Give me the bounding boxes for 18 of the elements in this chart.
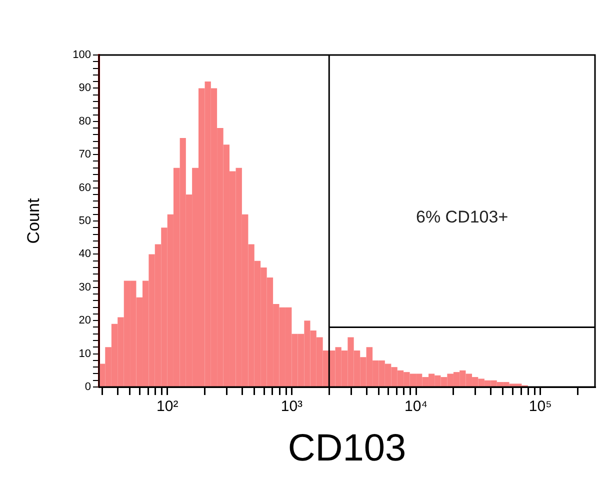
x-tick-label: 10² — [156, 398, 178, 416]
y-tick-label: 80 — [78, 115, 91, 128]
x-tick-label: 10⁵ — [528, 398, 552, 416]
y-tick-label: 90 — [78, 82, 91, 94]
y-axis-title: Count — [24, 198, 43, 244]
x-axis-title: CD103 — [288, 428, 406, 470]
y-tick-label: 20 — [78, 314, 91, 327]
y-tick-label: 30 — [78, 281, 91, 294]
y-tick-label: 10 — [78, 348, 91, 360]
annotation: 6% CD103+ — [416, 207, 508, 226]
y-tick-label: 0 — [84, 381, 91, 394]
y-tick-label: 60 — [78, 182, 91, 194]
y-tick-label: 70 — [78, 148, 91, 161]
x-tick-label: 10³ — [280, 398, 303, 416]
y-tick-label: 100 — [72, 49, 91, 62]
y-tick-label: 50 — [78, 215, 91, 228]
x-tick-label: 10⁴ — [404, 398, 428, 416]
y-tick-label: 40 — [78, 248, 91, 260]
